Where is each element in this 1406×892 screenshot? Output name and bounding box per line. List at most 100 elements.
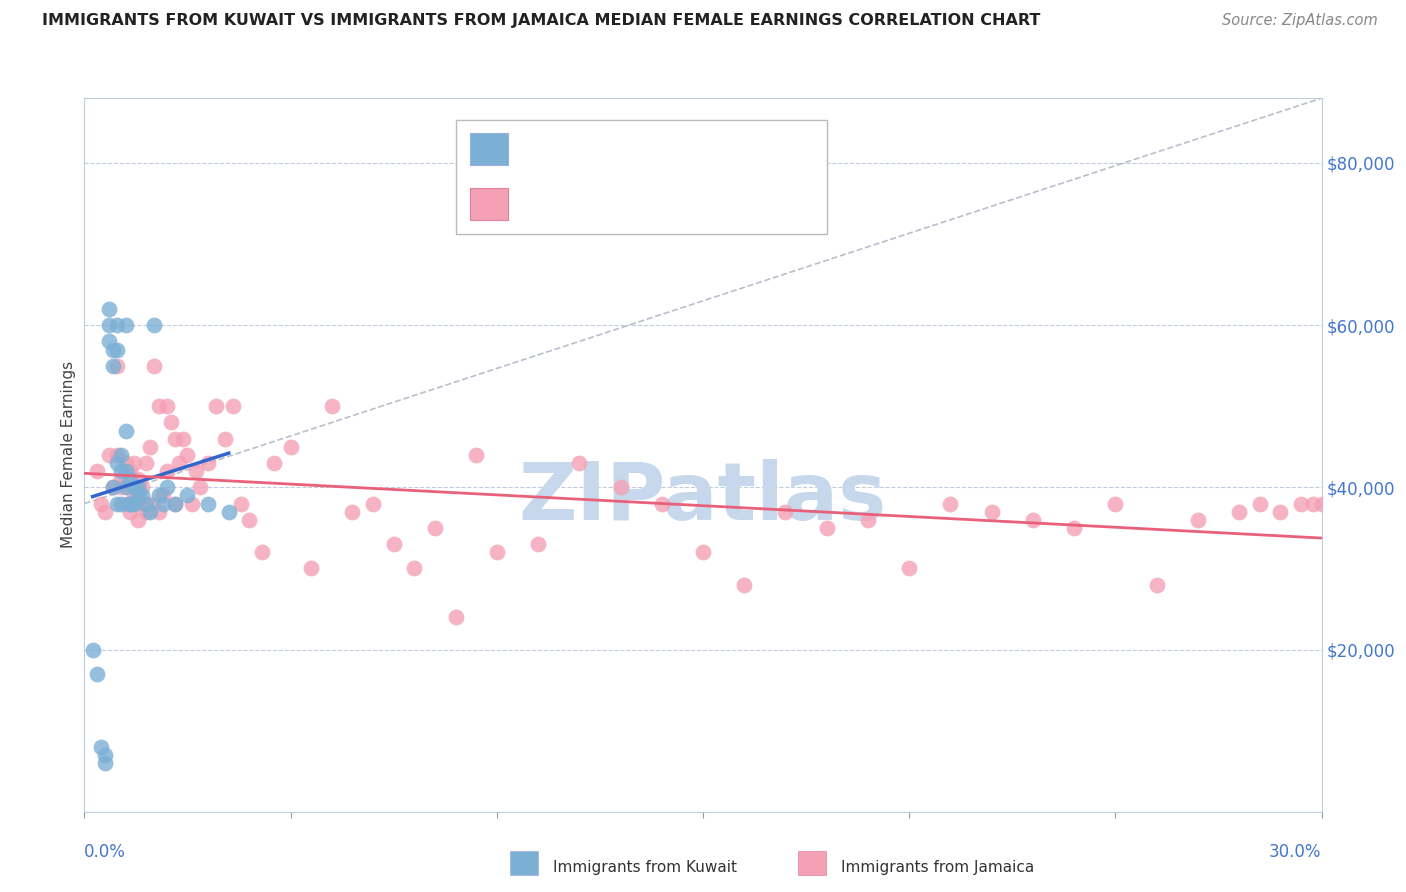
Point bbox=[222, 399, 245, 413]
Point bbox=[733, 577, 755, 591]
Point bbox=[94, 756, 117, 770]
Point bbox=[1270, 505, 1292, 519]
Point bbox=[139, 497, 162, 511]
Point bbox=[651, 497, 673, 511]
Point bbox=[127, 513, 149, 527]
Text: Immigrants from Kuwait: Immigrants from Kuwait bbox=[553, 860, 737, 874]
Point bbox=[1187, 513, 1209, 527]
Point bbox=[114, 497, 136, 511]
Point bbox=[299, 561, 322, 575]
Point bbox=[152, 488, 174, 502]
Point bbox=[122, 488, 145, 502]
Point bbox=[105, 497, 128, 511]
Point bbox=[86, 464, 108, 478]
Point bbox=[172, 432, 194, 446]
Text: 0.0%: 0.0% bbox=[84, 843, 127, 861]
Point bbox=[135, 497, 157, 511]
Point bbox=[280, 440, 302, 454]
Point bbox=[815, 521, 838, 535]
Point bbox=[197, 456, 219, 470]
Point bbox=[444, 610, 467, 624]
Point bbox=[86, 666, 108, 681]
Point bbox=[105, 359, 128, 373]
Bar bbox=[797, 851, 827, 876]
Point bbox=[82, 642, 104, 657]
Point bbox=[114, 456, 136, 470]
Point bbox=[229, 497, 252, 511]
Point bbox=[176, 488, 198, 502]
Point bbox=[110, 448, 132, 462]
Point bbox=[692, 545, 714, 559]
Point bbox=[103, 480, 125, 494]
Point bbox=[110, 497, 132, 511]
Bar bbox=[509, 851, 538, 876]
Point bbox=[609, 480, 631, 494]
Point bbox=[105, 448, 128, 462]
Point bbox=[165, 497, 187, 511]
Point bbox=[148, 399, 170, 413]
Point bbox=[1310, 497, 1333, 511]
Point bbox=[263, 456, 285, 470]
Point bbox=[143, 359, 166, 373]
Point bbox=[98, 448, 121, 462]
Point bbox=[114, 424, 136, 438]
Point bbox=[184, 464, 207, 478]
Point bbox=[775, 505, 797, 519]
Point bbox=[898, 561, 921, 575]
Point bbox=[127, 480, 149, 494]
Point bbox=[321, 399, 343, 413]
Point bbox=[1104, 497, 1126, 511]
Point bbox=[139, 505, 162, 519]
Point bbox=[131, 497, 153, 511]
Point bbox=[98, 334, 121, 349]
Text: Immigrants from Jamaica: Immigrants from Jamaica bbox=[841, 860, 1033, 874]
Point bbox=[180, 497, 202, 511]
Point bbox=[118, 464, 141, 478]
Point bbox=[105, 343, 128, 357]
Point bbox=[118, 497, 141, 511]
Point bbox=[156, 480, 179, 494]
Point bbox=[105, 456, 128, 470]
Point bbox=[135, 456, 157, 470]
Point bbox=[939, 497, 962, 511]
Y-axis label: Median Female Earnings: Median Female Earnings bbox=[60, 361, 76, 549]
Point bbox=[214, 432, 236, 446]
Point bbox=[485, 545, 508, 559]
Point bbox=[98, 301, 121, 316]
Point bbox=[423, 521, 446, 535]
Text: ZIPatlas: ZIPatlas bbox=[519, 458, 887, 537]
Point bbox=[94, 747, 117, 762]
Point bbox=[114, 318, 136, 333]
Point bbox=[152, 497, 174, 511]
Point bbox=[856, 513, 879, 527]
Point bbox=[167, 456, 190, 470]
Point bbox=[110, 464, 132, 478]
Point bbox=[90, 739, 112, 754]
Text: IMMIGRANTS FROM KUWAIT VS IMMIGRANTS FROM JAMAICA MEDIAN FEMALE EARNINGS CORRELA: IMMIGRANTS FROM KUWAIT VS IMMIGRANTS FRO… bbox=[42, 13, 1040, 29]
Point bbox=[118, 505, 141, 519]
Point bbox=[103, 359, 125, 373]
Point bbox=[1249, 497, 1271, 511]
Point bbox=[1063, 521, 1085, 535]
Point bbox=[131, 488, 153, 502]
Point bbox=[105, 318, 128, 333]
Point bbox=[114, 464, 136, 478]
Point bbox=[90, 497, 112, 511]
Point bbox=[527, 537, 550, 551]
Point bbox=[980, 505, 1002, 519]
Point bbox=[127, 488, 149, 502]
Point bbox=[94, 505, 117, 519]
Point bbox=[382, 537, 405, 551]
Point bbox=[361, 497, 384, 511]
Point bbox=[1289, 497, 1312, 511]
Point bbox=[250, 545, 273, 559]
Point bbox=[465, 448, 488, 462]
Point bbox=[131, 480, 153, 494]
Point bbox=[110, 472, 132, 486]
Point bbox=[205, 399, 228, 413]
Point bbox=[165, 432, 187, 446]
Point bbox=[103, 480, 125, 494]
Point bbox=[1146, 577, 1168, 591]
Point bbox=[143, 318, 166, 333]
Point bbox=[139, 440, 162, 454]
